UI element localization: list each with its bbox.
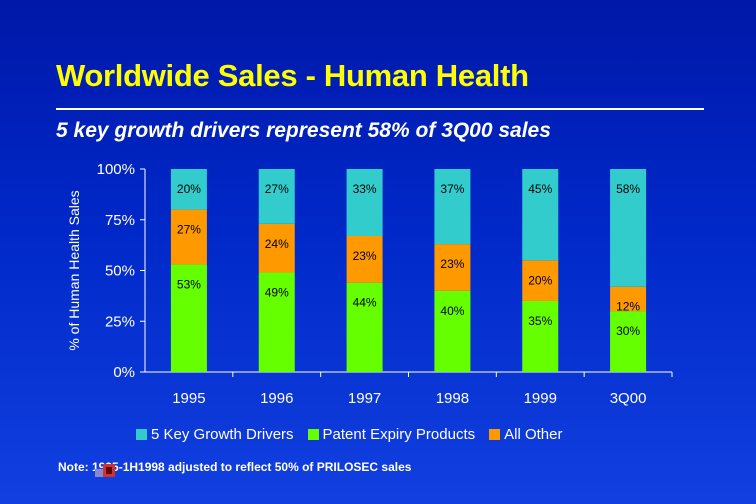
data-label-patent: 53% bbox=[177, 277, 201, 291]
legend-item-patent: Patent Expiry Products bbox=[307, 426, 476, 443]
x-tick-label: 1999 bbox=[524, 390, 557, 407]
y-tick-label: 75% bbox=[105, 212, 135, 229]
bar-segment-patent bbox=[346, 282, 383, 372]
data-label-growth: 33% bbox=[353, 182, 377, 196]
data-label-other: 24% bbox=[265, 237, 289, 251]
data-label-other: 20% bbox=[528, 273, 552, 287]
x-tick-label: 1997 bbox=[348, 390, 381, 407]
merck-logo-icon bbox=[95, 464, 115, 477]
data-label-patent: 49% bbox=[265, 286, 289, 300]
footnote: Note: 1995-1H1998 adjusted to reflect 50… bbox=[58, 460, 412, 474]
data-label-patent: 30% bbox=[616, 324, 640, 338]
bar-segment-patent bbox=[170, 264, 207, 372]
subtitle: 5 key growth drivers represent 58% of 3Q… bbox=[56, 119, 551, 142]
bar-segment-patent bbox=[434, 290, 471, 372]
x-tick-label: 1995 bbox=[172, 390, 205, 407]
data-label-growth: 37% bbox=[440, 182, 464, 196]
data-label-other: 23% bbox=[353, 249, 377, 263]
legend-label-other: All Other bbox=[504, 426, 563, 443]
bar-segment-growth bbox=[346, 169, 383, 236]
legend-item-other: All Other bbox=[489, 426, 562, 443]
data-label-other: 27% bbox=[177, 223, 201, 237]
legend-label-growth: 5 Key Growth Drivers bbox=[151, 426, 294, 443]
x-tick-label: 1998 bbox=[436, 390, 469, 407]
legend-item-growth: 5 Key Growth Drivers bbox=[136, 426, 294, 443]
data-label-other: 23% bbox=[440, 257, 464, 271]
chart-legend: 5 Key Growth Drivers Patent Expiry Produ… bbox=[136, 426, 562, 443]
data-label-growth: 27% bbox=[265, 182, 289, 196]
bar-segment-other bbox=[610, 286, 647, 312]
bar-segment-other bbox=[346, 235, 383, 283]
y-tick-label: 25% bbox=[105, 313, 135, 330]
data-label-growth: 58% bbox=[616, 182, 640, 196]
bar-segment-other bbox=[170, 209, 207, 265]
legend-label-patent: Patent Expiry Products bbox=[322, 426, 476, 443]
bar-segment-patent bbox=[610, 311, 647, 372]
x-tick-label: 3Q00 bbox=[610, 390, 647, 407]
legend-swatch-other bbox=[489, 429, 501, 440]
bar-segment-other bbox=[434, 244, 471, 291]
data-label-patent: 40% bbox=[440, 304, 464, 318]
y-tick-label: 0% bbox=[113, 364, 135, 381]
bar-segment-growth bbox=[170, 169, 207, 210]
legend-swatch-growth bbox=[136, 429, 147, 440]
data-label-growth: 45% bbox=[528, 182, 552, 196]
bar-segment-other bbox=[522, 260, 559, 301]
x-tick-label: 1996 bbox=[260, 390, 293, 407]
page-title: Worldwide Sales - Human Health bbox=[56, 58, 529, 93]
bar-segment-growth bbox=[434, 169, 471, 245]
y-tick-label: 100% bbox=[97, 161, 135, 178]
data-label-patent: 44% bbox=[353, 296, 377, 310]
legend-swatch-patent bbox=[307, 429, 319, 440]
y-tick-label: 50% bbox=[105, 263, 135, 280]
bar-segment-other bbox=[258, 223, 295, 273]
data-label-growth: 20% bbox=[177, 182, 201, 196]
data-label-other: 12% bbox=[616, 300, 640, 314]
data-label-patent: 35% bbox=[528, 314, 552, 328]
bar-segment-growth bbox=[258, 169, 295, 224]
y-axis-label: % of Human Health Sales bbox=[66, 190, 82, 350]
bar-segment-growth bbox=[522, 169, 559, 261]
bar-segment-growth bbox=[610, 169, 647, 287]
bar-segment-patent bbox=[522, 300, 559, 372]
stacked-bar-chart: 0% 25% 50% 75% 100% % of Human Health Sales 53… bbox=[66, 161, 647, 407]
title-divider bbox=[56, 108, 704, 110]
bar-segment-patent bbox=[258, 272, 295, 372]
